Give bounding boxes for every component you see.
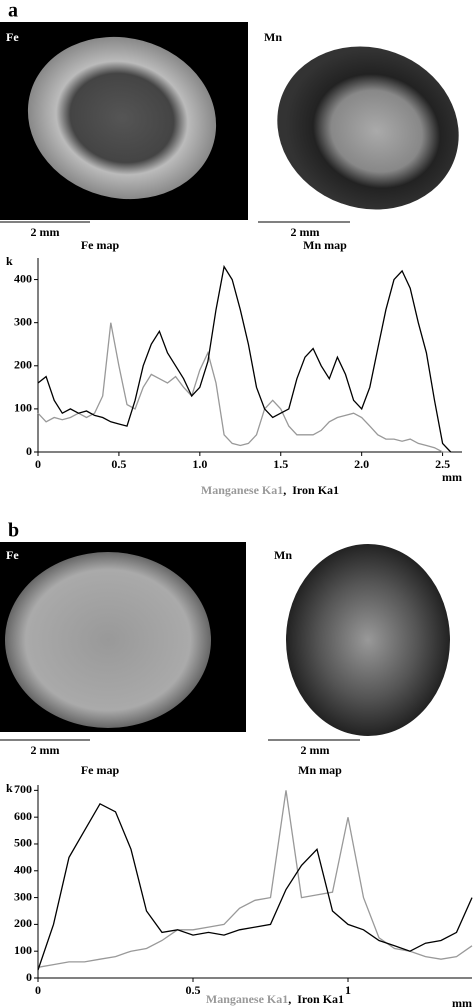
- legend: Manganese Ka1, Iron Ka1: [201, 483, 339, 497]
- legend-separator: ,: [283, 483, 286, 497]
- x-tick-label: 0.5: [186, 983, 201, 997]
- image-label: Fe: [6, 30, 19, 44]
- image-label: Fe: [6, 548, 19, 562]
- y-tick-label: 600: [14, 809, 32, 823]
- x-tick-label: 1: [345, 983, 351, 997]
- series-line: [37, 322, 451, 453]
- x-tick-label: 0.5: [111, 457, 126, 471]
- x-tick-label: 2.0: [354, 457, 369, 471]
- legend: Manganese Ka1, Iron Ka1: [206, 992, 344, 1006]
- y-tick-label: 300: [14, 314, 32, 328]
- scale-label: 2 mm: [301, 743, 330, 757]
- y-unit: k: [6, 254, 13, 268]
- legend-entry: Manganese Ka1: [206, 992, 288, 1006]
- x-unit: mm: [452, 996, 472, 1008]
- series-line: [37, 802, 473, 971]
- panel-label: a: [8, 0, 18, 22]
- scale-label: 2 mm: [31, 743, 60, 757]
- x-tick-label: 2.5: [435, 457, 450, 471]
- image-label: Mn: [264, 30, 282, 44]
- legend-entry: Manganese Ka1: [201, 483, 283, 497]
- x-tick-label: 1.0: [192, 457, 207, 471]
- fe-grain: [27, 36, 217, 200]
- map-label: Mn map: [298, 763, 342, 777]
- map-label: Mn map: [303, 238, 347, 252]
- y-tick-label: 200: [14, 916, 32, 930]
- x-tick-label: 0: [35, 457, 41, 471]
- x-unit: mm: [442, 470, 462, 484]
- mn-grain: [286, 544, 450, 736]
- y-tick-label: 400: [14, 863, 32, 877]
- legend-entry: Iron Ka1: [292, 483, 339, 497]
- scale-label: 2 mm: [31, 225, 60, 239]
- fe-grain: [5, 552, 211, 728]
- y-tick-label: 400: [14, 271, 32, 285]
- y-unit: k: [6, 781, 13, 795]
- y-tick-label: 700: [14, 782, 32, 796]
- scale-label: 2 mm: [291, 225, 320, 239]
- y-tick-label: 500: [14, 836, 32, 850]
- image-label: Mn: [274, 548, 292, 562]
- legend-entry: Iron Ka1: [297, 992, 344, 1006]
- legend-separator: ,: [288, 992, 291, 1006]
- map-label: Fe map: [81, 763, 120, 777]
- mn-grain: [277, 46, 459, 210]
- y-tick-label: 100: [14, 401, 32, 415]
- series-line: [37, 264, 452, 453]
- series-line: [37, 790, 473, 968]
- x-tick-label: 0: [35, 983, 41, 997]
- y-tick-label: 100: [14, 943, 32, 957]
- map-label: Fe map: [81, 238, 120, 252]
- x-tick-label: 1.5: [273, 457, 288, 471]
- panel-label: b: [8, 520, 19, 542]
- y-tick-label: 300: [14, 889, 32, 903]
- y-tick-label: 0: [26, 970, 32, 984]
- y-tick-label: 200: [14, 358, 32, 372]
- y-tick-label: 0: [26, 444, 32, 458]
